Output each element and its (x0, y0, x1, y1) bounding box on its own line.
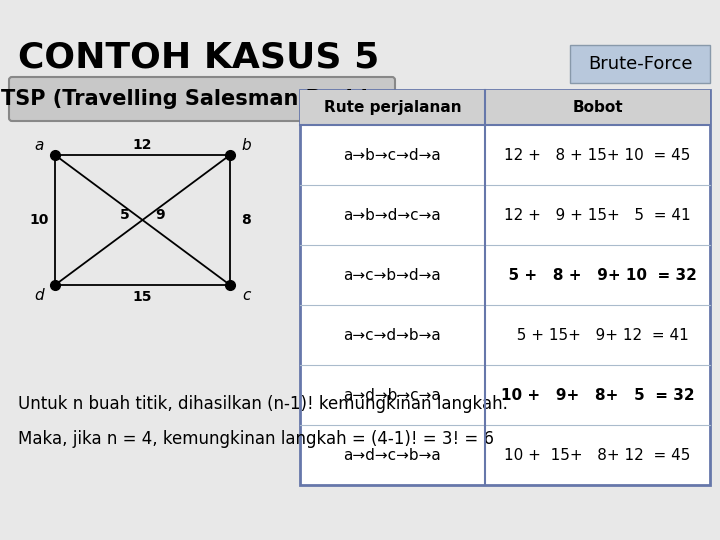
Text: Rute perjalanan: Rute perjalanan (324, 100, 462, 115)
Text: c: c (242, 287, 250, 302)
Text: 5: 5 (120, 208, 130, 222)
Text: 8: 8 (241, 213, 251, 227)
Text: a→b→d→c→a: a→b→d→c→a (343, 207, 441, 222)
FancyBboxPatch shape (570, 45, 710, 83)
Text: TSP (Travelling Salesman Problem: TSP (Travelling Salesman Problem (1, 89, 403, 109)
Text: 12 +   8 + 15+ 10  = 45: 12 + 8 + 15+ 10 = 45 (504, 147, 690, 163)
FancyBboxPatch shape (9, 77, 395, 121)
Text: Bobot: Bobot (572, 100, 623, 115)
Text: a→d→b→c→a: a→d→b→c→a (343, 388, 441, 402)
Text: 15: 15 (132, 290, 152, 304)
Text: 5 + 15+   9+ 12  = 41: 5 + 15+ 9+ 12 = 41 (507, 327, 688, 342)
Text: 12 +   9 + 15+   5  = 41: 12 + 9 + 15+ 5 = 41 (504, 207, 690, 222)
Text: CONTOH KASUS 5: CONTOH KASUS 5 (18, 40, 379, 74)
Text: a→d→c→b→a: a→d→c→b→a (343, 448, 441, 462)
Text: 12: 12 (132, 138, 152, 152)
Text: Maka, jika n = 4, kemungkinan langkah = (4-1)! = 3! = 6: Maka, jika n = 4, kemungkinan langkah = … (18, 430, 494, 448)
Text: 10: 10 (30, 213, 49, 227)
Text: a→b→c→d→a: a→b→c→d→a (343, 147, 441, 163)
Text: 10 +  15+   8+ 12  = 45: 10 + 15+ 8+ 12 = 45 (504, 448, 690, 462)
Bar (300, 90, 710, 125)
Text: Untuk n buah titik, dihasilkan (n-1)! kemungkinan langkah.: Untuk n buah titik, dihasilkan (n-1)! ke… (18, 395, 508, 413)
Text: d: d (34, 287, 44, 302)
Text: 5 +   8 +   9+ 10  = 32: 5 + 8 + 9+ 10 = 32 (498, 267, 697, 282)
Text: b: b (241, 138, 251, 152)
Text: 9: 9 (156, 208, 166, 222)
Text: a→c→d→b→a: a→c→d→b→a (343, 327, 441, 342)
Bar (300, 90, 710, 485)
Text: 10 +   9+   8+   5  = 32: 10 + 9+ 8+ 5 = 32 (500, 388, 694, 402)
Text: a: a (35, 138, 44, 152)
Text: a→c→b→d→a: a→c→b→d→a (343, 267, 441, 282)
Text: Brute-Force: Brute-Force (588, 55, 692, 73)
